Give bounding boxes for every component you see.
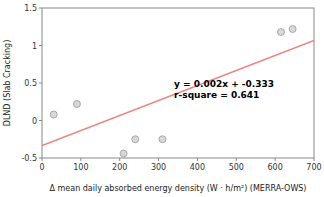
x-tick: [236, 158, 237, 161]
y-tick-label: 0: [32, 117, 37, 126]
y-tick-label: -0.5: [21, 154, 37, 163]
x-tick: [275, 158, 276, 161]
chart-svg: 0100200300400500600700-0.500.511.5Δ mean…: [0, 0, 324, 197]
x-tick: [314, 158, 315, 161]
axes: 0100200300400500600700-0.500.511.5: [21, 4, 321, 172]
plot-frame: [42, 8, 314, 158]
y-tick: [39, 45, 42, 46]
x-tick-label: 700: [306, 163, 321, 172]
y-tick: [39, 158, 42, 159]
scatter-point: [289, 26, 296, 33]
scatter-point: [73, 101, 80, 108]
x-tick-label: 300: [151, 163, 166, 172]
annotations: y = 0.002x + -0.333r-square = 0.641: [174, 79, 274, 100]
x-tick: [80, 158, 81, 161]
plot-data: [42, 26, 314, 158]
scatter-point: [132, 136, 139, 143]
annotation: r-square = 0.641: [174, 90, 259, 100]
y-tick-label: 0.5: [24, 79, 37, 88]
x-tick: [158, 158, 159, 161]
chart-container: 0100200300400500600700-0.500.511.5Δ mean…: [0, 0, 324, 197]
y-tick-label: 1: [32, 42, 37, 51]
y-axis-label: DLND (Slab Cracking): [3, 40, 12, 127]
y-tick: [39, 120, 42, 121]
x-tick-label: 400: [190, 163, 205, 172]
x-tick-label: 200: [112, 163, 127, 172]
x-tick-label: 100: [73, 163, 88, 172]
x-tick: [119, 158, 120, 161]
scatter-point: [277, 29, 284, 36]
x-tick: [197, 158, 198, 161]
x-tick-label: 0: [39, 163, 44, 172]
y-tick: [39, 83, 42, 84]
scatter-point: [50, 111, 57, 118]
scatter-point: [159, 136, 166, 143]
scatter-point: [120, 150, 127, 157]
x-axis-label: Δ mean daily absorbed energy density (W …: [50, 184, 307, 193]
trend-line: [42, 40, 314, 145]
annotation: y = 0.002x + -0.333: [174, 79, 274, 89]
x-tick-label: 500: [229, 163, 244, 172]
y-tick: [39, 8, 42, 9]
y-tick-label: 1.5: [24, 4, 37, 13]
x-tick-label: 600: [268, 163, 283, 172]
